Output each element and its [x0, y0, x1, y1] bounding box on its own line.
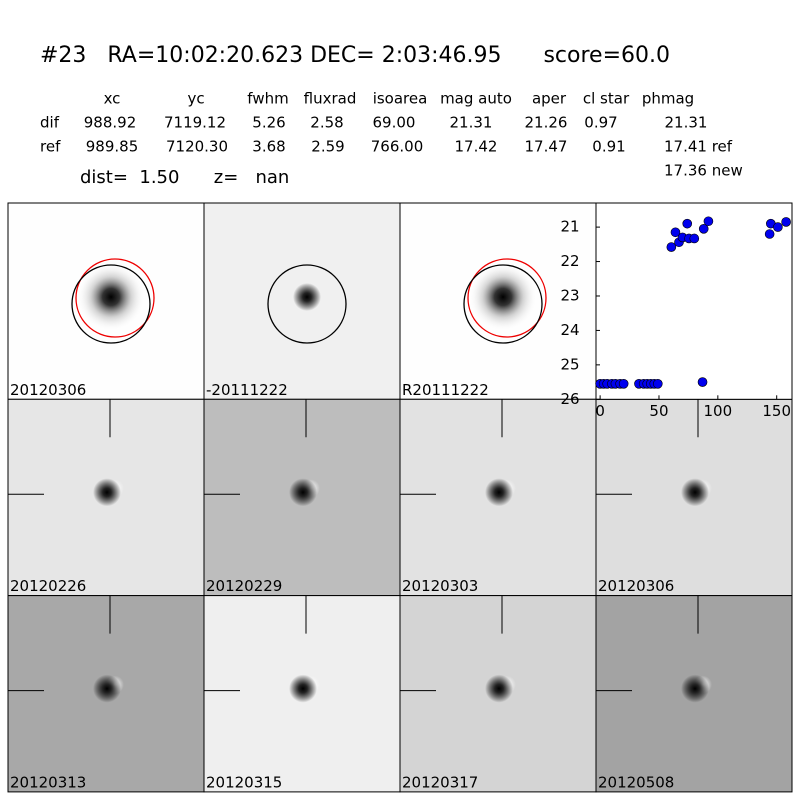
cell: 5.26: [252, 114, 285, 132]
cell: 2.59: [311, 138, 344, 156]
point: [682, 218, 693, 229]
column-header: cl star: [583, 90, 630, 108]
row-label: dif: [40, 114, 60, 132]
point: [689, 233, 700, 244]
source-blob: [681, 674, 709, 703]
stamp-label: -20111222: [206, 381, 288, 399]
stamp-label: 20120313: [10, 773, 86, 791]
column-header: aper: [532, 90, 567, 108]
y-tick-label: 26: [560, 390, 579, 408]
stamp-label: 20120306: [598, 577, 674, 595]
point: [698, 224, 709, 234]
source-blob: [485, 674, 513, 703]
point: [666, 242, 677, 252]
stamp-label: R20111222: [402, 381, 489, 399]
stamp-label: 20120508: [598, 773, 674, 791]
stamp-frame: [595, 595, 793, 793]
cell: 3.68: [252, 138, 285, 156]
cell: 21.31: [450, 114, 493, 132]
source-blob: [93, 478, 121, 507]
cell: 21.26: [525, 114, 568, 132]
source-blob: [485, 478, 513, 507]
cell: 988.92: [84, 114, 137, 132]
point: [764, 229, 775, 239]
cell: 21.31: [665, 114, 708, 132]
y-tick-label: 22: [560, 252, 579, 270]
cell: 17.41 ref: [664, 138, 733, 156]
point: [697, 377, 708, 387]
source-blob: [469, 263, 537, 331]
column-header: fluxrad: [304, 90, 357, 108]
x-tick-label: 150: [762, 402, 791, 420]
cell: 69.00: [373, 114, 416, 132]
point: [653, 379, 663, 389]
black-circle: [463, 264, 543, 344]
stamp-label: 20120306: [10, 381, 86, 399]
y-tick-label: 23: [560, 286, 579, 304]
cell: 0.91: [592, 138, 625, 156]
point: [773, 222, 783, 232]
point: [703, 216, 714, 227]
cell: 7120.30: [166, 138, 228, 156]
stamp-label: 20120229: [206, 577, 282, 595]
plot-bg: [595, 202, 793, 400]
x-tick-label: 0: [595, 402, 605, 420]
y-tick-label: 25: [560, 355, 579, 373]
cell: 17.42: [455, 138, 498, 156]
cell: 766.00: [371, 138, 424, 156]
cell: 0.97: [584, 114, 617, 132]
red-circle: [75, 258, 155, 338]
column-header: xc: [104, 90, 121, 108]
source-blob: [289, 674, 317, 703]
red-circle: [467, 258, 547, 338]
stamp-label: 20120226: [10, 577, 86, 595]
new-mag: 17.36 new: [664, 162, 743, 180]
column-header: mag auto: [440, 90, 512, 108]
column-header: phmag: [642, 90, 694, 108]
x-tick-label: 50: [649, 402, 668, 420]
point: [618, 379, 629, 389]
stamp-label: 20120315: [206, 773, 282, 791]
row-label: ref: [40, 138, 61, 156]
point: [670, 227, 681, 238]
cell: 2.58: [310, 114, 343, 132]
y-tick-label: 24: [560, 321, 579, 339]
black-circle: [71, 264, 151, 344]
point: [781, 217, 791, 227]
column-header: isoarea: [373, 90, 428, 108]
source-blob: [681, 478, 709, 507]
cell: 7119.12: [164, 114, 226, 132]
x-tick-label: 100: [704, 402, 733, 420]
y-tick-label: 21: [560, 218, 579, 236]
column-header: yc: [187, 90, 204, 108]
stamp-label: 20120303: [402, 577, 478, 595]
stamp-label: 20120317: [402, 773, 478, 791]
title: #23 RA=10:02:20.623 DEC= 2:03:46.95 scor…: [40, 43, 670, 68]
source-blob: [289, 478, 317, 507]
dist-line: dist= 1.50 z= nan: [80, 167, 289, 188]
source-blob: [293, 283, 321, 311]
black-circle: [267, 264, 347, 344]
column-header: fwhm: [247, 90, 288, 108]
source-blob: [93, 674, 121, 703]
cell: 989.85: [86, 138, 139, 156]
cell: 17.47: [525, 138, 568, 156]
source-blob: [77, 263, 145, 331]
